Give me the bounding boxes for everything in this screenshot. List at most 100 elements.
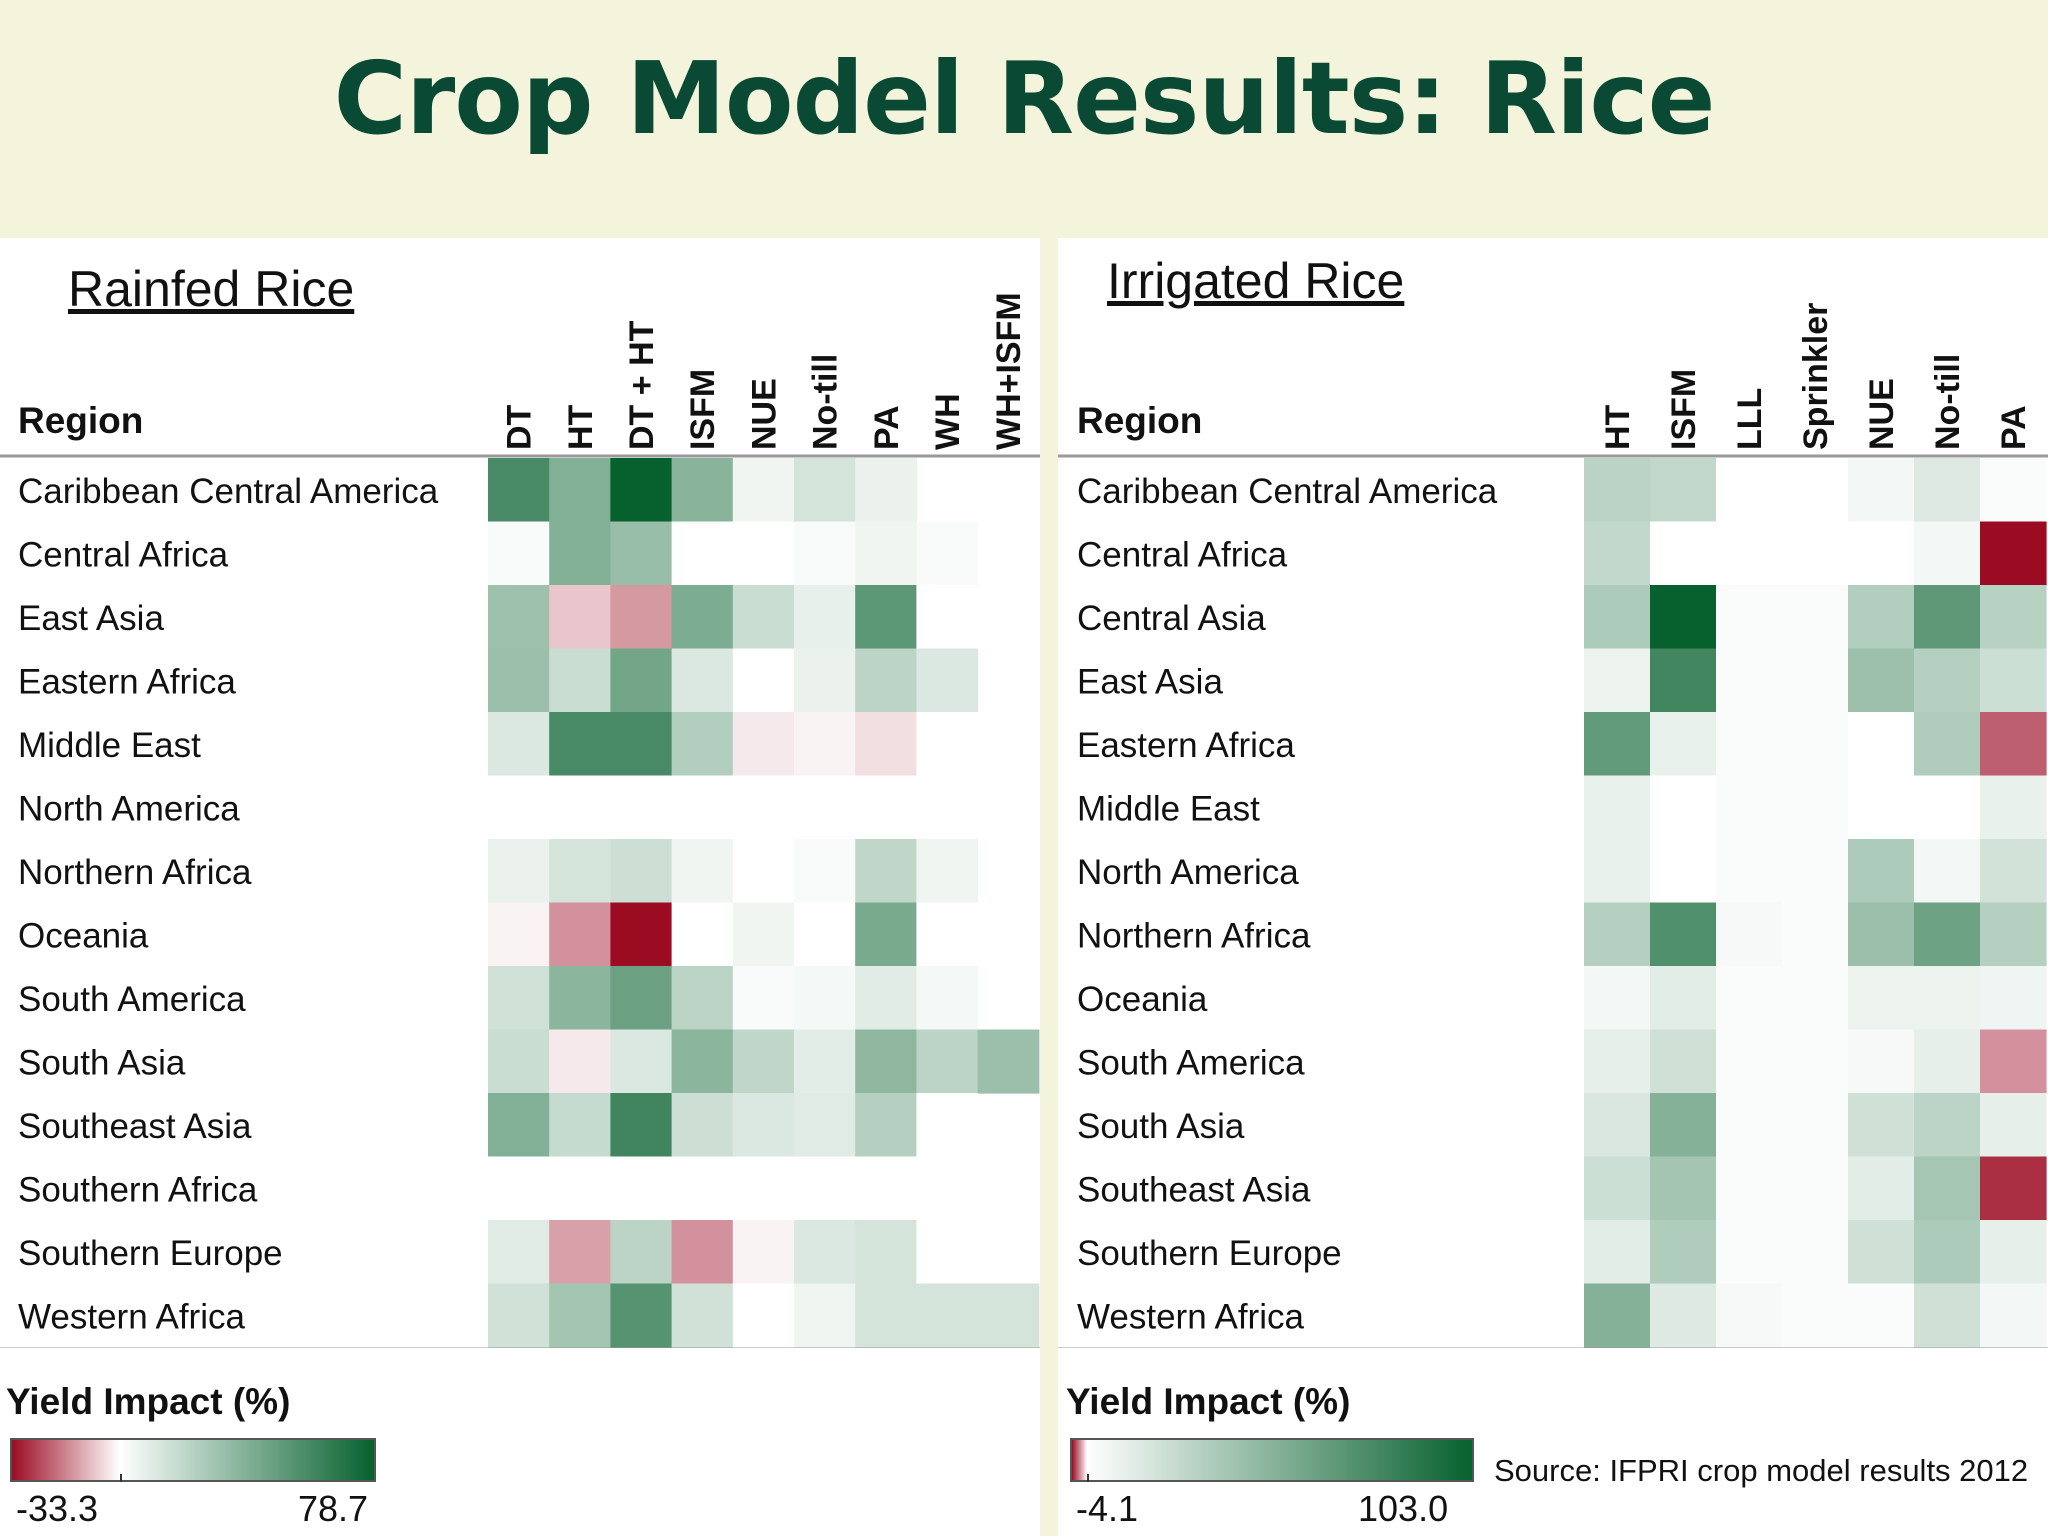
heatmap-cell [671, 712, 734, 777]
row-label: Western Africa [18, 1297, 245, 1336]
heatmap-cell [1914, 585, 1981, 650]
heatmap-cell [916, 1029, 979, 1094]
heatmap-cell [1584, 839, 1651, 904]
heatmap-cell [916, 1220, 979, 1285]
heatmap-cell [1584, 1283, 1651, 1348]
heatmap-cell [1782, 458, 1849, 523]
irrigated-color-scale [1070, 1438, 1474, 1482]
row-label: Middle East [18, 726, 201, 765]
heatmap-cell [610, 1283, 673, 1348]
row-label: South Asia [18, 1043, 186, 1082]
heatmap-cell [671, 966, 734, 1031]
heatmap-cell [1914, 775, 1981, 840]
heatmap-cell [1650, 1093, 1717, 1158]
heatmap-cell [1914, 1156, 1981, 1221]
row-label: Oceania [1077, 980, 1208, 1019]
heatmap-cell [1914, 458, 1981, 523]
column-label: LLL [1731, 388, 1769, 450]
heatmap-cell [1650, 458, 1717, 523]
heatmap-cell [1782, 775, 1849, 840]
heatmap-cell [1914, 839, 1981, 904]
heatmap-cell [855, 1283, 917, 1348]
heatmap-cell [1716, 966, 1783, 1031]
heatmap-cell [732, 521, 795, 586]
heatmap-cell [1980, 1156, 2047, 1221]
heatmap-cell [671, 1220, 734, 1285]
heatmap-cell [855, 902, 917, 967]
heatmap-cell [732, 775, 795, 840]
heatmap-cell [1848, 1093, 1915, 1158]
heatmap-cell [488, 1029, 550, 1094]
heatmap-cell [1650, 839, 1717, 904]
heatmap-cell [732, 1283, 795, 1348]
heatmap-cell [916, 1283, 979, 1348]
row-label: Southern Europe [1077, 1234, 1342, 1273]
source-note: Source: IFPRI crop model results 2012 [1494, 1453, 2029, 1488]
column-label: ISFM [1665, 369, 1703, 450]
heatmap-cell [1848, 966, 1915, 1031]
heatmap-cell [610, 1029, 673, 1094]
heatmap-cell [1584, 902, 1651, 967]
heatmap-cell [1716, 712, 1783, 777]
rainfed-scale-min: -33.3 [16, 1488, 99, 1529]
heatmap-cell [671, 1029, 734, 1094]
heatmap-cell [855, 585, 917, 650]
heatmap-cell [610, 712, 673, 777]
heatmap-cell [1980, 839, 2047, 904]
heatmap-cell [549, 1093, 611, 1158]
rainfed-color-scale [10, 1438, 376, 1482]
heatmap-cell [488, 1220, 550, 1285]
heatmap-cell [1848, 521, 1915, 586]
heatmap-cell [1716, 1220, 1783, 1285]
row-label: Caribbean Central America [18, 472, 439, 511]
heatmap-cell [549, 1029, 611, 1094]
zero-tick [1087, 1474, 1090, 1482]
heatmap-cell [855, 648, 917, 713]
heatmap-cell [488, 712, 550, 777]
heatmap-cell [1980, 775, 2047, 840]
heatmap-cell [1848, 839, 1915, 904]
heatmap-cell [1584, 775, 1651, 840]
row-header: Region [1077, 400, 1202, 441]
row-label: Eastern Africa [1077, 726, 1295, 765]
row-label: East Asia [18, 599, 164, 638]
row-label: South Asia [1077, 1107, 1245, 1146]
rainfed-heatmap: Region DT HT DT + HT ISFM NUE No-till PA WH WH+IS… [0, 292, 1040, 1348]
heatmap-cell [794, 1220, 856, 1285]
heatmap-cell [1782, 902, 1849, 967]
heatmap-cell [549, 1156, 611, 1221]
heatmap-cell [1848, 902, 1915, 967]
heatmap-cell [1782, 712, 1849, 777]
heatmap-cell [794, 712, 856, 777]
heatmap-cell [1716, 1283, 1783, 1348]
row-label: South America [18, 980, 246, 1019]
heatmap-cell [671, 585, 734, 650]
heatmap-cell [488, 458, 550, 523]
heatmap-cell [855, 1093, 917, 1158]
heatmap-cell [488, 521, 550, 586]
heatmap-cell [488, 839, 550, 904]
heatmap-cell [794, 1029, 856, 1094]
heatmap-cell [1980, 458, 2047, 523]
row-label: Southern Africa [18, 1170, 258, 1209]
heatmap-cell [1848, 775, 1915, 840]
heatmap-cell [1848, 712, 1915, 777]
heatmap-cell [1980, 1283, 2047, 1348]
row-label: Southeast Asia [18, 1107, 252, 1146]
heatmap-cell [1980, 712, 2047, 777]
heatmap-cell [549, 1220, 611, 1285]
heatmap-cell [916, 839, 979, 904]
heatmap-cell [855, 521, 917, 586]
heatmap-cell [1650, 966, 1717, 1031]
heatmap-cell [1782, 1093, 1849, 1158]
heatmap-cell [1584, 1220, 1651, 1285]
heatmap-cell [855, 1156, 917, 1221]
heatmap-cell [1848, 1283, 1915, 1348]
column-label: Sprinkler [1797, 303, 1835, 450]
heatmap-cell [1716, 775, 1783, 840]
heatmap-cell [1584, 1029, 1651, 1094]
rainfed-legend-title: Yield Impact (%) [6, 1381, 291, 1422]
row-label: Eastern Africa [18, 662, 236, 701]
column-label: DT + HT [623, 320, 661, 450]
row-label: Oceania [18, 916, 149, 955]
